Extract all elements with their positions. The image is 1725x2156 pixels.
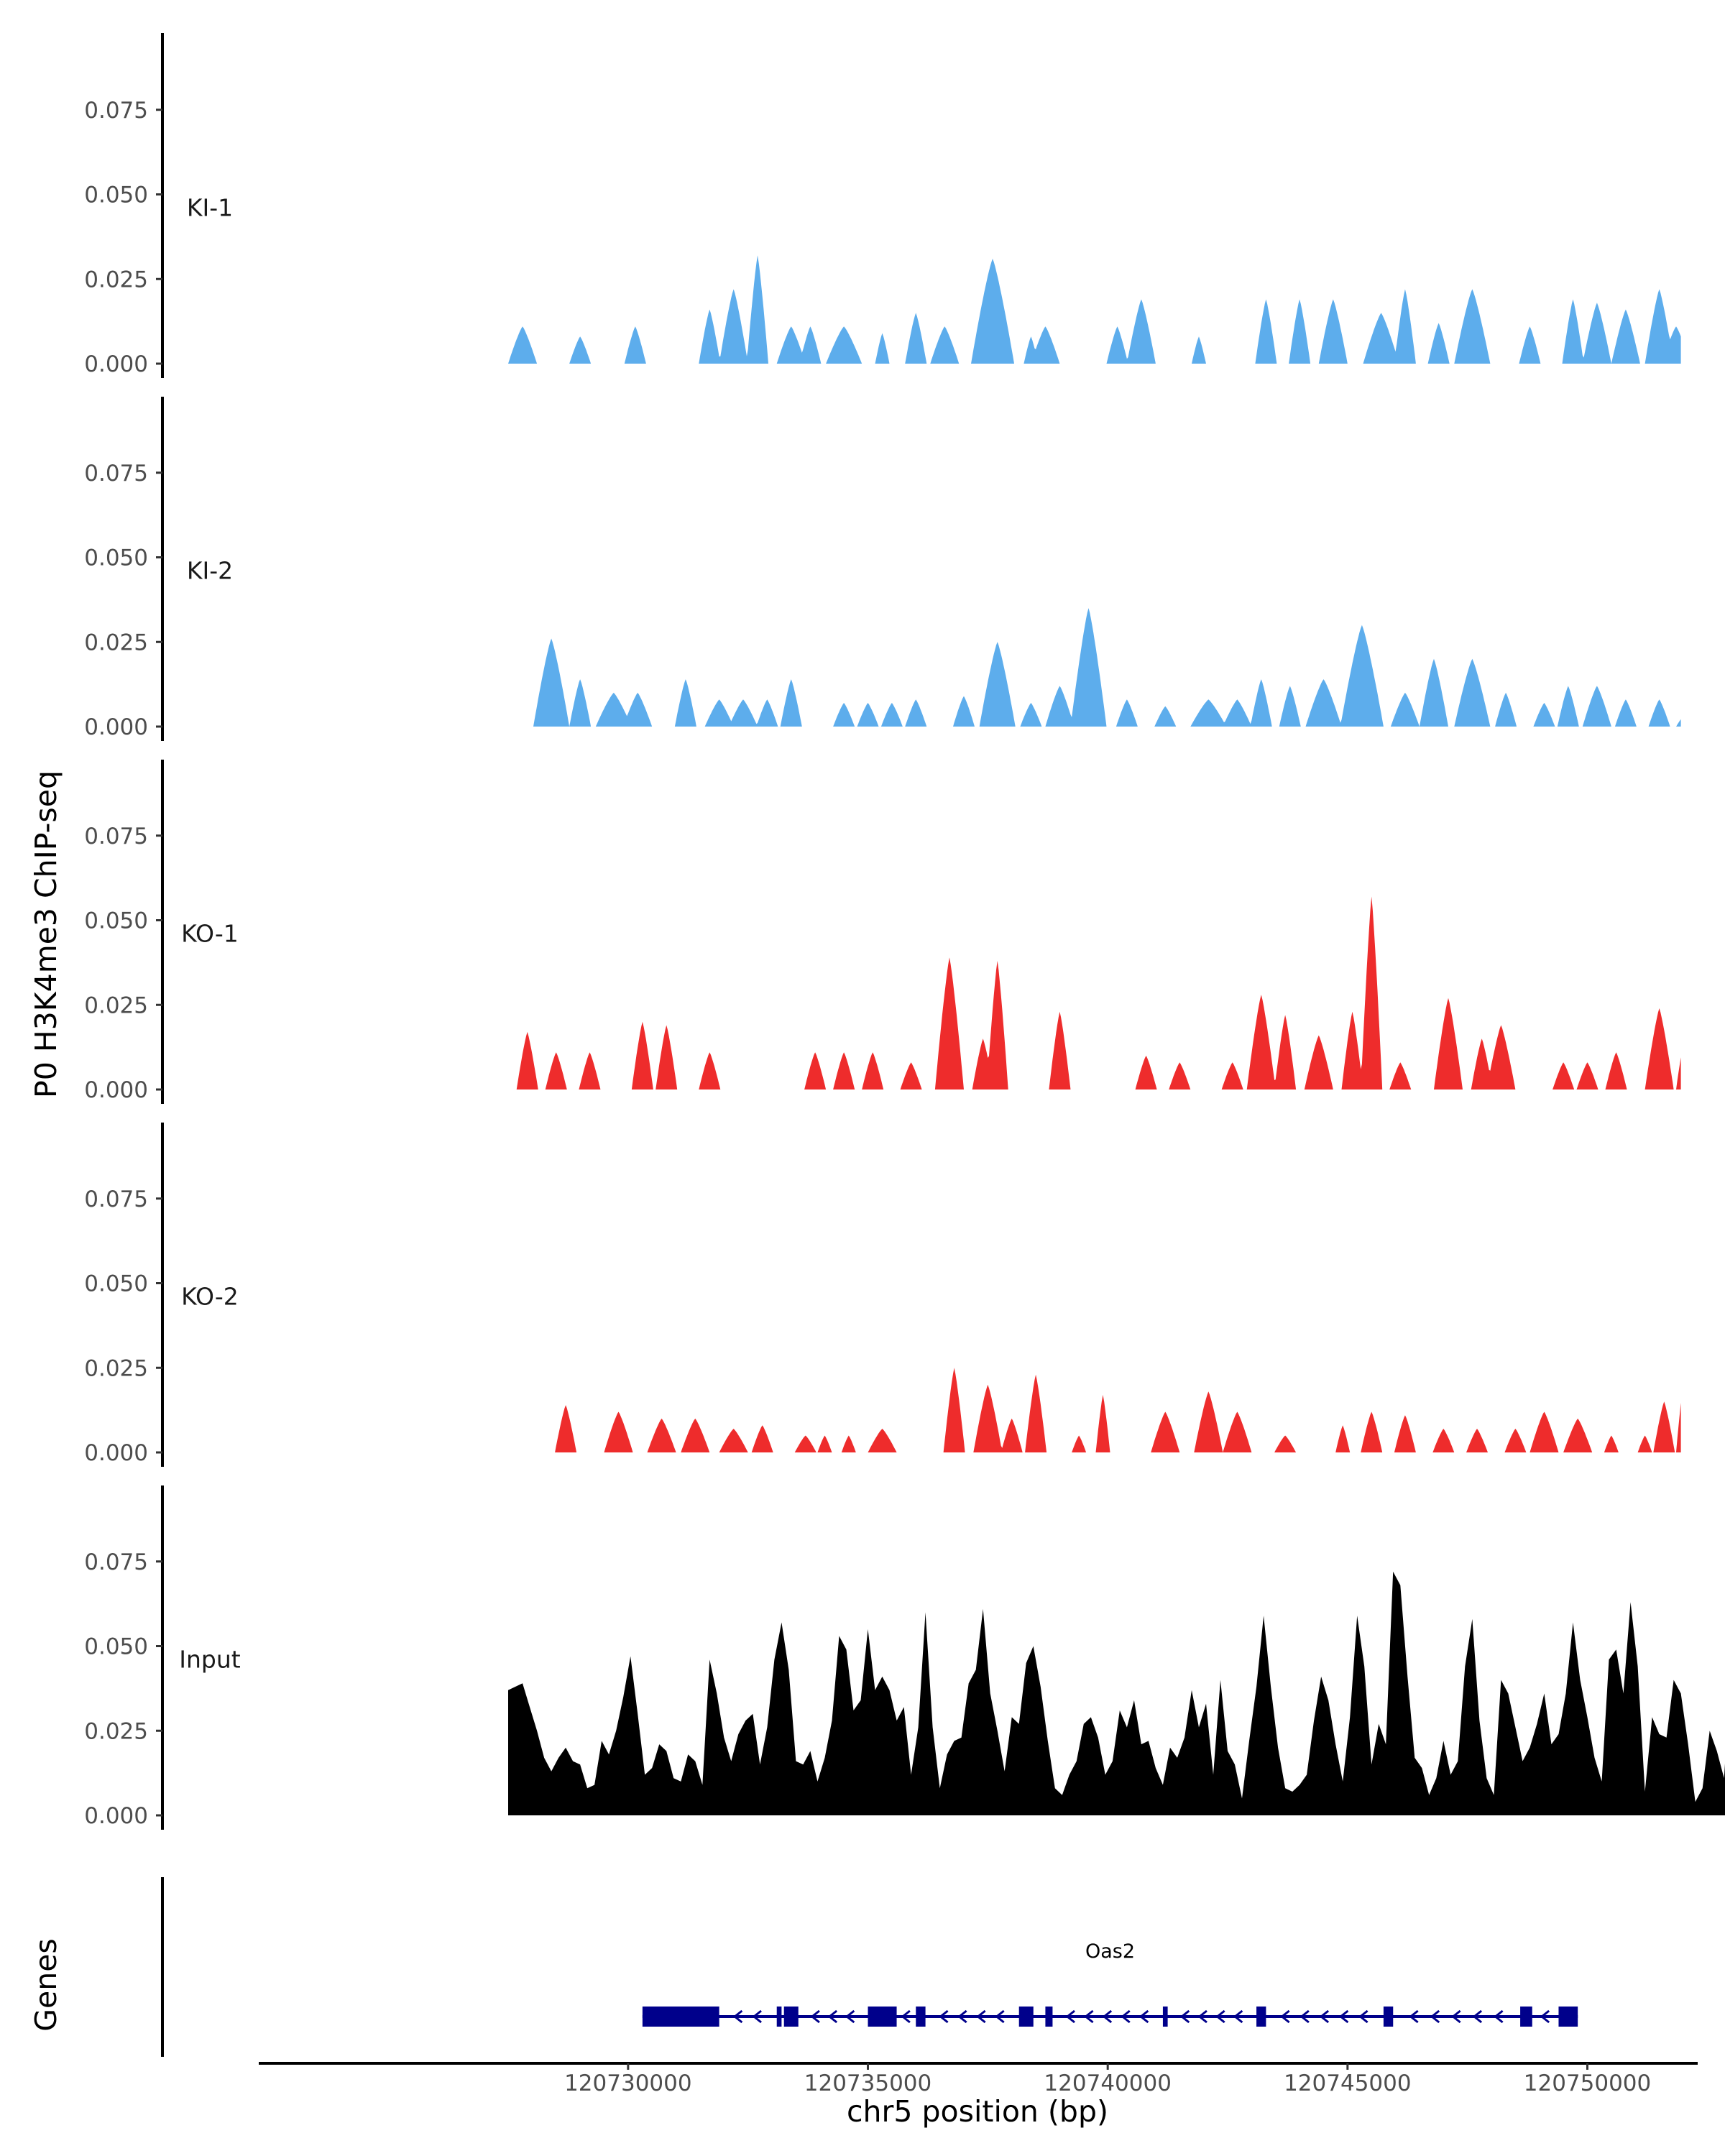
gene-exon — [1520, 2007, 1532, 2027]
strand-arrow-icon — [1102, 2009, 1113, 2024]
gene-name-label: Oas2 — [1085, 1940, 1135, 1963]
y-tick-label: 0.025 — [84, 630, 148, 655]
signal-area-input — [508, 1571, 1725, 1815]
gene-exon — [868, 2007, 897, 2027]
gene-exon — [776, 2007, 782, 2027]
y-tick-label: 0.000 — [84, 1803, 148, 1829]
track-panel-ko-1: 0.000 0.025 0.050 0.075 KO-1 — [84, 760, 1681, 1104]
strand-arrow-icon — [1197, 2009, 1208, 2024]
strand-arrow-icon — [1300, 2009, 1310, 2024]
strand-arrow-icon — [1409, 2009, 1419, 2024]
signal-area-ki-2 — [508, 608, 1681, 727]
y-tick-label: 0.050 — [84, 183, 148, 208]
track-panel-input: 0.000 0.025 0.050 0.075 Input — [84, 1485, 1725, 1830]
genes-track-title: Genes — [29, 1938, 63, 2032]
track-label: KI-2 — [187, 557, 233, 585]
strand-arrow-icon — [1233, 2009, 1243, 2024]
x-axis: 120730000 120735000 120740000 120745000 1207… — [259, 2062, 1698, 2096]
strand-arrow-icon — [1215, 2009, 1225, 2024]
y-tick-label: 0.025 — [84, 267, 148, 292]
strand-arrow-icon — [1540, 2009, 1550, 2024]
track-panel-ko-2: 0.000 0.025 0.050 0.075 KO-2 — [84, 1123, 1681, 1467]
x-tick-label: 120735000 — [804, 2070, 932, 2096]
strand-arrow-icon — [752, 2009, 762, 2024]
strand-arrow-icon — [1138, 2009, 1149, 2024]
y-tick-label: 0.075 — [84, 98, 148, 124]
signal-area-ko-1 — [508, 896, 1681, 1089]
signal-area-ki-1 — [508, 255, 1681, 364]
gene-track: Oas2 — [161, 1877, 1578, 2057]
y-tick-label: 0.050 — [84, 1271, 148, 1297]
signal-area-ko-2 — [508, 1368, 1681, 1452]
gene-exon — [1558, 2007, 1578, 2027]
track-label: Input — [179, 1646, 241, 1674]
y-tick-label: 0.025 — [84, 1718, 148, 1744]
y-axis-title: P0 H3K4me3 ChIP-seq — [29, 770, 63, 1098]
strand-arrow-icon — [1179, 2009, 1190, 2024]
track-label: KO-2 — [181, 1283, 239, 1311]
y-tick-label: 0.075 — [84, 1549, 148, 1575]
tracks-layer: 0.0000.0250.0500.075KI-10.0000.0250.0500… — [84, 33, 1725, 1830]
strand-arrow-icon — [957, 2009, 967, 2024]
x-tick-label: 120730000 — [564, 2070, 692, 2096]
y-tick-label: 0.050 — [84, 1634, 148, 1660]
strand-arrow-icon — [1121, 2009, 1131, 2024]
strand-arrow-icon — [1494, 2009, 1504, 2024]
strand-arrow-icon — [810, 2009, 820, 2024]
y-tick-label: 0.025 — [84, 1355, 148, 1381]
gene-exon — [1018, 2007, 1034, 2027]
strand-arrow-icon — [1280, 2009, 1290, 2024]
x-axis-title: chr5 position (bp) — [847, 2094, 1108, 2129]
x-tick-label: 120740000 — [1044, 2070, 1172, 2096]
y-tick-label: 0.075 — [84, 824, 148, 849]
x-tick-label: 120745000 — [1284, 2070, 1412, 2096]
strand-arrow-icon — [1358, 2009, 1368, 2024]
strand-arrow-icon — [1319, 2009, 1330, 2024]
y-tick-label: 0.050 — [84, 545, 148, 571]
gene-exon — [783, 2007, 799, 2027]
strand-arrow-icon — [1451, 2009, 1461, 2024]
track-panel-ki-1: 0.000 0.025 0.050 0.075 KI-1 — [84, 33, 1681, 378]
strand-arrow-icon — [1084, 2009, 1094, 2024]
strand-arrow-icon — [939, 2009, 949, 2024]
y-tick-label: 0.000 — [84, 714, 148, 740]
y-tick-label: 0.075 — [84, 461, 148, 487]
y-tick-label: 0.000 — [84, 1440, 148, 1466]
y-tick-label: 0.050 — [84, 908, 148, 934]
strand-arrow-icon — [901, 2009, 911, 2024]
gene-exon — [1256, 2007, 1266, 2027]
track-label: KI-1 — [187, 194, 233, 222]
track-panel-ki-2: 0.000 0.025 0.050 0.075 KI-2 — [84, 397, 1681, 741]
track-label: KO-1 — [181, 920, 239, 948]
gene-exon — [642, 2007, 719, 2027]
strand-arrow-icon — [976, 2009, 986, 2024]
strand-arrow-icon — [845, 2009, 855, 2024]
strand-arrow-icon — [995, 2009, 1005, 2024]
gene-exon — [1383, 2007, 1394, 2027]
strand-arrow-icon — [827, 2009, 838, 2024]
gene-exon — [1162, 2007, 1168, 2027]
y-tick-label: 0.025 — [84, 992, 148, 1018]
y-tick-label: 0.075 — [84, 1187, 148, 1212]
gene-exon — [916, 2007, 926, 2027]
strand-arrow-icon — [1472, 2009, 1483, 2024]
gene-exon — [1045, 2007, 1053, 2027]
y-tick-label: 0.000 — [84, 351, 148, 377]
x-tick-label: 120750000 — [1524, 2070, 1652, 2096]
strand-arrow-icon — [1430, 2009, 1440, 2024]
strand-arrow-icon — [1065, 2009, 1075, 2024]
strand-arrow-icon — [732, 2009, 743, 2024]
y-tick-label: 0.000 — [84, 1077, 148, 1103]
strand-arrow-icon — [1338, 2009, 1349, 2024]
